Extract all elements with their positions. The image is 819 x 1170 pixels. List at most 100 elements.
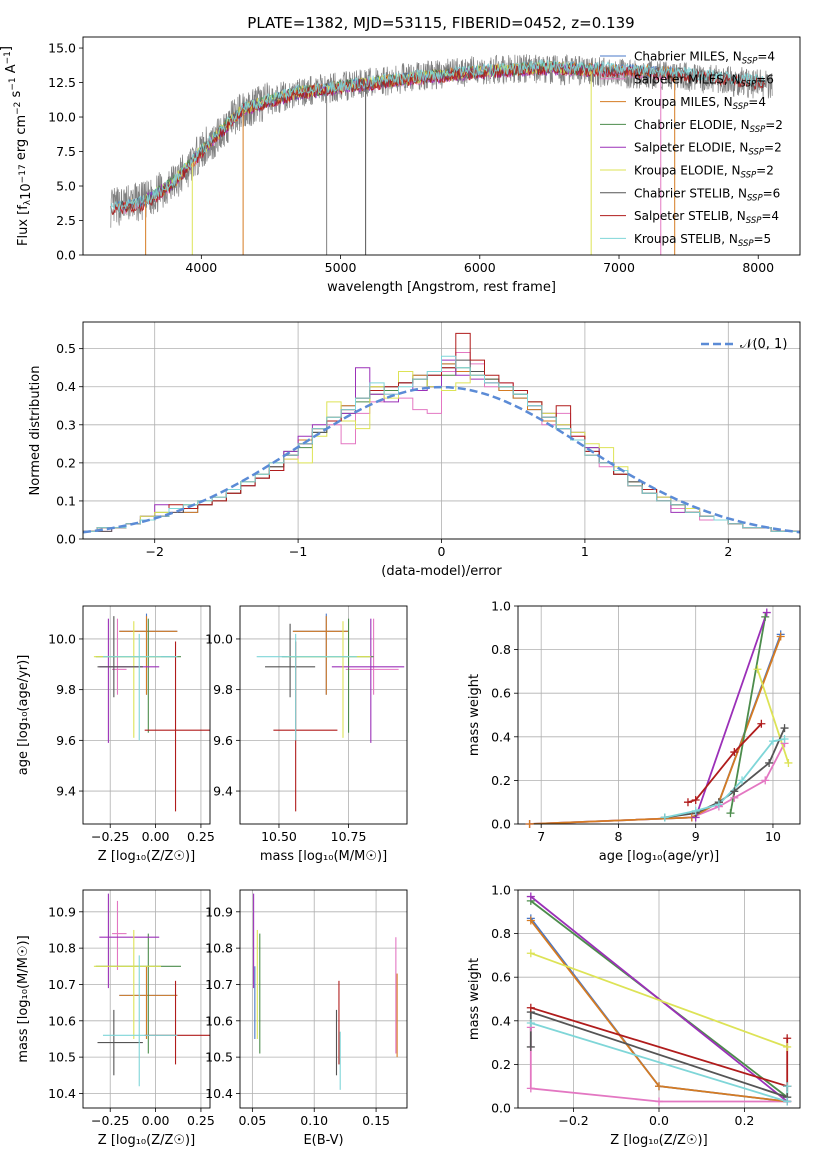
x-tick-label: 0.25 bbox=[187, 829, 215, 844]
y-tick-label: 2.5 bbox=[56, 213, 76, 228]
x-tick-label: 0 bbox=[438, 544, 446, 559]
legend-label-sub: SSP bbox=[747, 193, 763, 203]
x-axis-label: age [log₁₀(age/yr)] bbox=[599, 849, 720, 864]
plot-area bbox=[529, 612, 790, 824]
chart-mass-weight-vs-age: 7 8 9 10 0.0 0.2 0.4 0.6 0.8 1.0 age [log₁₀(age/yr… bbox=[467, 599, 801, 864]
x-tick-label: 7 bbox=[537, 829, 545, 844]
y-tick-label: 10.0 bbox=[48, 631, 76, 646]
mass-weight-marker bbox=[761, 612, 770, 621]
y-tick-label: 9.6 bbox=[213, 733, 233, 748]
y-tick-label: 0.3 bbox=[56, 417, 76, 432]
x-axis-label: (data-model)/error bbox=[381, 564, 502, 579]
x-axis-label: mass [log₁₀(M/M☉)] bbox=[260, 849, 387, 864]
x-tick-label: 1 bbox=[581, 544, 589, 559]
panels: 4000 5000 6000 7000 80000.02.55.07.510.012.5… bbox=[0, 36, 801, 1148]
y-label-part: −17 bbox=[18, 164, 28, 183]
legend-label: Chabrier MILES, NSSP=4 bbox=[634, 50, 775, 67]
mass-weight-marker bbox=[780, 734, 789, 743]
y-tick-label: 0.6 bbox=[491, 686, 511, 701]
y-tick-label: 10.0 bbox=[48, 110, 76, 125]
x-tick-label: 0.2 bbox=[735, 1113, 755, 1128]
legend-label: Kroupa STELIB, NSSP=5 bbox=[634, 232, 771, 249]
legend-label: Salpeter MILES, NSSP=6 bbox=[634, 72, 774, 89]
chart-mass-vs-metallicity: −0.25 0.00 0.25 10.4 10.5 10.6 10.7 10.8 10.9 Z [… bbox=[16, 889, 215, 1148]
legend-label-main: Salpeter ELODIE, N bbox=[634, 141, 748, 155]
mass-weight-marker bbox=[730, 787, 739, 796]
x-tick-label: 4000 bbox=[185, 260, 217, 275]
axes-frame bbox=[82, 605, 211, 825]
mass-weight-marker bbox=[738, 776, 747, 785]
legend-label: Chabrier STELIB, NSSP=6 bbox=[634, 186, 780, 203]
y-tick-label: 9.8 bbox=[213, 682, 233, 697]
y-tick-label: 10.0 bbox=[205, 631, 233, 646]
plot-area bbox=[93, 613, 210, 812]
mass-weight-line bbox=[687, 723, 763, 804]
x-tick-label: 0.05 bbox=[238, 1113, 266, 1128]
legend-label-suffix: =4 bbox=[761, 209, 779, 223]
mass-weight-marker bbox=[691, 806, 700, 815]
gaussian-legend-label: 𝒩(0, 1) bbox=[740, 337, 787, 352]
y-label-part: erg cm bbox=[14, 115, 29, 164]
y-label-part: −1 bbox=[8, 77, 18, 90]
legend-label-suffix: =6 bbox=[763, 186, 781, 200]
y-label-part: Flux [f bbox=[16, 205, 31, 246]
y-axis-label: mass weight bbox=[467, 958, 482, 1040]
y-label-part: 10 bbox=[19, 183, 34, 200]
y-tick-label: 10.4 bbox=[48, 1086, 76, 1101]
x-axis-label: Z [log₁₀(Z/Z☉)] bbox=[98, 1133, 195, 1148]
mass-weight-marker bbox=[655, 1097, 663, 1106]
y-tick-label: 0.4 bbox=[491, 729, 511, 744]
observed-spectrum bbox=[110, 54, 773, 228]
mass-weight-marker bbox=[714, 800, 723, 809]
x-tick-label: 5000 bbox=[325, 260, 357, 275]
x-tick-label: −1 bbox=[289, 544, 307, 559]
legend-label-suffix: =5 bbox=[754, 232, 772, 246]
y-tick-label: 5.0 bbox=[56, 179, 76, 194]
mass-weight-marker bbox=[526, 949, 535, 958]
legend-label-main: Kroupa MILES, N bbox=[634, 95, 733, 109]
legend-label-sub: SSP bbox=[733, 102, 749, 112]
x-tick-label: 10 bbox=[765, 829, 781, 844]
plot-area bbox=[253, 893, 398, 1090]
legend-label-suffix: =4 bbox=[748, 95, 766, 109]
mass-weight-marker bbox=[783, 1097, 792, 1106]
y-axis-label: Flux [fλ10−17 erg cm−2 s−1 A−1] bbox=[0, 46, 34, 246]
model-spectrum-line bbox=[110, 58, 766, 214]
mass-weight-line bbox=[756, 668, 790, 764]
x-tick-label: 2 bbox=[724, 544, 732, 559]
mass-weight-marker bbox=[526, 1018, 535, 1027]
x-axis-label: Z [log₁₀(Z/Z☉)] bbox=[98, 849, 195, 864]
y-label-part: ] bbox=[0, 46, 14, 51]
x-tick-label: 0.10 bbox=[300, 1113, 328, 1128]
plot-area bbox=[93, 893, 210, 1087]
mass-weight-marker bbox=[526, 1084, 535, 1093]
mass-weight-line bbox=[529, 1027, 788, 1103]
y-tick-label: 10.4 bbox=[205, 1086, 233, 1101]
x-tick-label: −0.2 bbox=[558, 1113, 588, 1128]
x-tick-label: 7000 bbox=[603, 260, 635, 275]
legend-label-sub: SSP bbox=[741, 79, 757, 89]
y-tick-label: 1.0 bbox=[491, 599, 511, 614]
gaussian-curve bbox=[83, 385, 800, 534]
y-tick-label: 10.9 bbox=[205, 904, 233, 919]
y-label-part: −1 bbox=[3, 51, 13, 64]
legend-label-main: Salpeter MILES, N bbox=[634, 72, 741, 86]
legend-label-sub: SSP bbox=[748, 148, 764, 158]
y-label-part: λ bbox=[23, 199, 33, 205]
mass-weight-line bbox=[530, 895, 788, 1103]
legend-label-suffix: =2 bbox=[765, 118, 783, 132]
legend-label: Salpeter STELIB, NSSP=4 bbox=[634, 209, 779, 226]
x-tick-label: 0.0 bbox=[649, 1113, 669, 1128]
chart-spectrum: 4000 5000 6000 7000 8000 0.0 2.5 5.0 7.5 10.0 12.5… bbox=[0, 36, 801, 295]
y-tick-label: 10.7 bbox=[48, 977, 76, 992]
legend-label-main: Chabrier MILES, N bbox=[634, 50, 742, 64]
y-tick-label: 10.5 bbox=[205, 1050, 233, 1065]
plot-area bbox=[83, 332, 800, 539]
mass-weight-marker bbox=[526, 916, 535, 925]
mass-weight-marker bbox=[655, 1082, 663, 1091]
y-tick-label: 0.1 bbox=[56, 493, 76, 508]
legend-label-suffix: =6 bbox=[756, 72, 774, 86]
x-tick-label: 6000 bbox=[464, 260, 496, 275]
y-tick-label: 12.5 bbox=[48, 75, 76, 90]
